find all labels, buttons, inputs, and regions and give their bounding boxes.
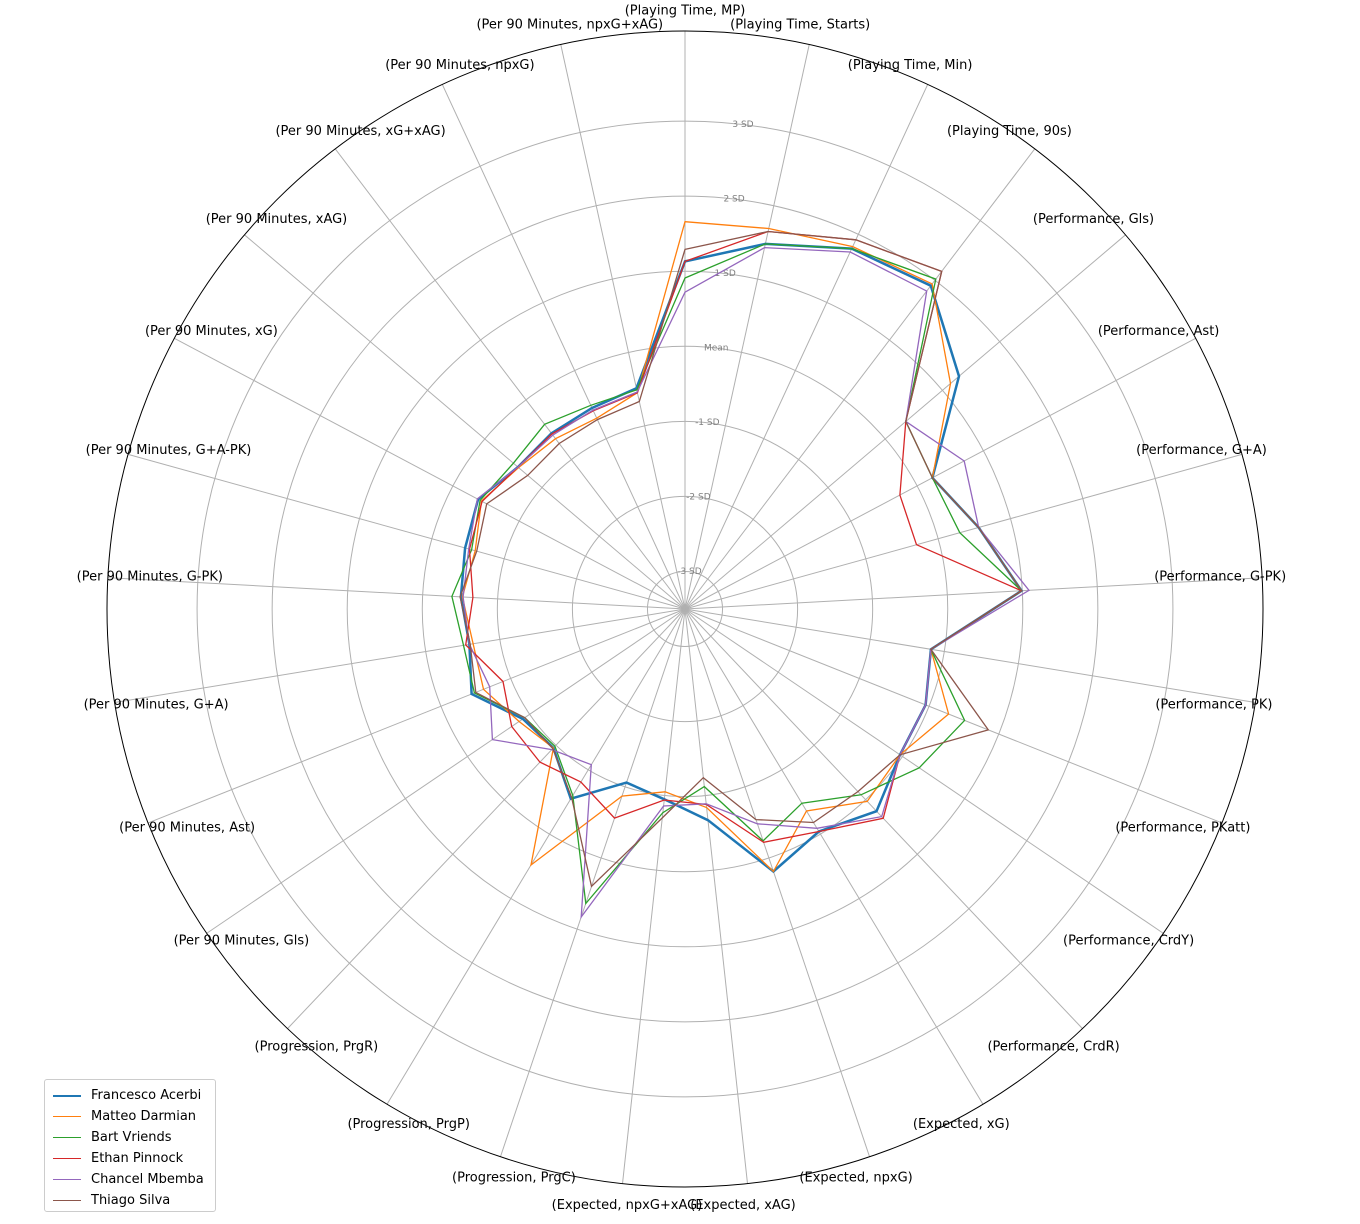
radar-grid bbox=[106, 30, 1264, 1188]
legend-label: Matteo Darmian bbox=[91, 1109, 197, 1124]
legend-label: Francesco Acerbi bbox=[91, 1088, 202, 1103]
legend-entry: Bart Vriends bbox=[53, 1127, 207, 1148]
spoke bbox=[114, 608, 686, 704]
grid-ring bbox=[196, 120, 1174, 1098]
legend: Francesco Acerbi Matteo Darmian Bart Vrien… bbox=[44, 1079, 216, 1212]
legend-label: Thiago Silva bbox=[91, 1193, 171, 1208]
legend-swatch bbox=[53, 1179, 81, 1180]
axis-label: (Per 90 Minutes, Gls) bbox=[174, 934, 310, 949]
axis-label: (Per 90 Minutes, xG) bbox=[145, 324, 278, 339]
axis-label: (Performance, PKatt) bbox=[1115, 821, 1250, 836]
axis-label: (Performance, Gls) bbox=[1033, 212, 1154, 227]
axis-label: (Expected, npxG) bbox=[799, 1171, 912, 1186]
spoke bbox=[441, 84, 686, 610]
ring-label: -1 SD bbox=[695, 418, 720, 428]
spoke bbox=[107, 577, 686, 610]
grid-ring bbox=[646, 570, 724, 648]
spoke bbox=[147, 608, 686, 824]
series-line bbox=[459, 230, 1023, 888]
axis-label: (Per 90 Minutes, G+A) bbox=[84, 697, 229, 712]
spoke bbox=[684, 453, 1243, 610]
spoke bbox=[174, 337, 686, 610]
axis-label: (Per 90 Minutes, G-PK) bbox=[77, 569, 223, 584]
legend-entry: Thiago Silva bbox=[53, 1190, 207, 1211]
spoke bbox=[334, 148, 686, 610]
axis-label: (Expected, xG) bbox=[913, 1117, 1010, 1132]
legend-swatch bbox=[53, 1094, 81, 1097]
axis-label: (Playing Time, Starts) bbox=[730, 17, 870, 32]
spoke bbox=[386, 608, 686, 1105]
grid-ring bbox=[346, 270, 1024, 948]
series-line bbox=[465, 230, 1023, 843]
axis-label: (Expected, xAG) bbox=[690, 1198, 796, 1213]
spoke bbox=[622, 608, 686, 1184]
legend-entry: Matteo Darmian bbox=[53, 1106, 207, 1127]
spoke bbox=[684, 44, 810, 610]
axis-label: (Progression, PrgC) bbox=[452, 1171, 576, 1186]
series-lines bbox=[451, 221, 1030, 920]
axis-label: (Per 90 Minutes, xG+xAG) bbox=[275, 124, 445, 139]
spoke bbox=[684, 148, 1036, 610]
axis-label: (Per 90 Minutes, Ast) bbox=[119, 821, 255, 836]
axis-label: (Per 90 Minutes, npxG) bbox=[385, 58, 534, 73]
ring-label: 1 SD bbox=[715, 269, 736, 279]
axis-label: (Performance, Ast) bbox=[1098, 324, 1220, 339]
axis-label: (Performance, CrdY) bbox=[1063, 934, 1194, 949]
spoke bbox=[684, 84, 929, 610]
axis-label: (Progression, PrgP) bbox=[347, 1117, 470, 1132]
spoke bbox=[244, 234, 686, 610]
spoke bbox=[684, 608, 984, 1105]
spoke bbox=[684, 337, 1196, 610]
axis-label: (Playing Time, MP) bbox=[625, 4, 746, 19]
ring-label: Mean bbox=[704, 344, 729, 354]
legend-swatch bbox=[53, 1137, 81, 1138]
spoke bbox=[684, 608, 1164, 934]
spoke bbox=[684, 608, 1223, 824]
axis-label: (Performance, G+A) bbox=[1136, 443, 1267, 458]
spoke bbox=[287, 608, 686, 1029]
axis-labels: (Playing Time, MP)(Playing Time, Starts)… bbox=[77, 4, 1286, 1214]
axis-label: (Performance, G-PK) bbox=[1154, 569, 1286, 584]
ring-label: -3 SD bbox=[677, 567, 702, 577]
axis-label: (Playing Time, Min) bbox=[848, 58, 973, 73]
spoke bbox=[684, 608, 1083, 1029]
legend-label: Chancel Mbemba bbox=[91, 1172, 204, 1187]
ring-label: -2 SD bbox=[686, 493, 711, 503]
spoke bbox=[206, 608, 686, 934]
legend-entry: Francesco Acerbi bbox=[53, 1085, 207, 1106]
axis-label: (Per 90 Minutes, npxG+xAG) bbox=[476, 17, 663, 32]
legend-entry: Ethan Pinnock bbox=[53, 1148, 207, 1169]
spoke bbox=[684, 577, 1263, 610]
axis-label: (Expected, npxG+xAG) bbox=[552, 1198, 703, 1213]
spoke bbox=[499, 608, 686, 1157]
axis-label: (Per 90 Minutes, xAG) bbox=[206, 212, 348, 227]
legend-swatch bbox=[53, 1200, 81, 1201]
grid-ring bbox=[271, 195, 1099, 1023]
outer-frame bbox=[106, 30, 1264, 1188]
ring-labels: -3 SD -2 SD -1 SD Mean 1 SD 2 SD 3 SD bbox=[677, 120, 753, 577]
spoke bbox=[560, 44, 686, 610]
grid-ring bbox=[496, 420, 874, 798]
series-line bbox=[461, 221, 1023, 873]
legend-swatch bbox=[53, 1116, 81, 1117]
grid-ring bbox=[571, 495, 799, 723]
ring-label: 3 SD bbox=[732, 120, 753, 130]
legend-label: Ethan Pinnock bbox=[91, 1151, 184, 1166]
axis-label: (Playing Time, 90s) bbox=[947, 124, 1072, 139]
legend-swatch bbox=[53, 1158, 81, 1159]
axis-label: (Per 90 Minutes, G+A-PK) bbox=[86, 443, 252, 458]
ring-label: 2 SD bbox=[723, 195, 744, 205]
spoke bbox=[127, 453, 686, 610]
axis-label: (Performance, PK) bbox=[1155, 697, 1272, 712]
axis-label: (Performance, CrdR) bbox=[987, 1039, 1119, 1054]
spoke bbox=[684, 608, 748, 1184]
spoke bbox=[684, 608, 1256, 704]
legend-entry: Chancel Mbemba bbox=[53, 1169, 207, 1190]
spoke bbox=[684, 608, 871, 1157]
axis-label: (Progression, PrgR) bbox=[255, 1039, 379, 1054]
series-line bbox=[462, 246, 1030, 920]
legend-label: Bart Vriends bbox=[91, 1130, 172, 1145]
grid-ring bbox=[421, 345, 949, 873]
